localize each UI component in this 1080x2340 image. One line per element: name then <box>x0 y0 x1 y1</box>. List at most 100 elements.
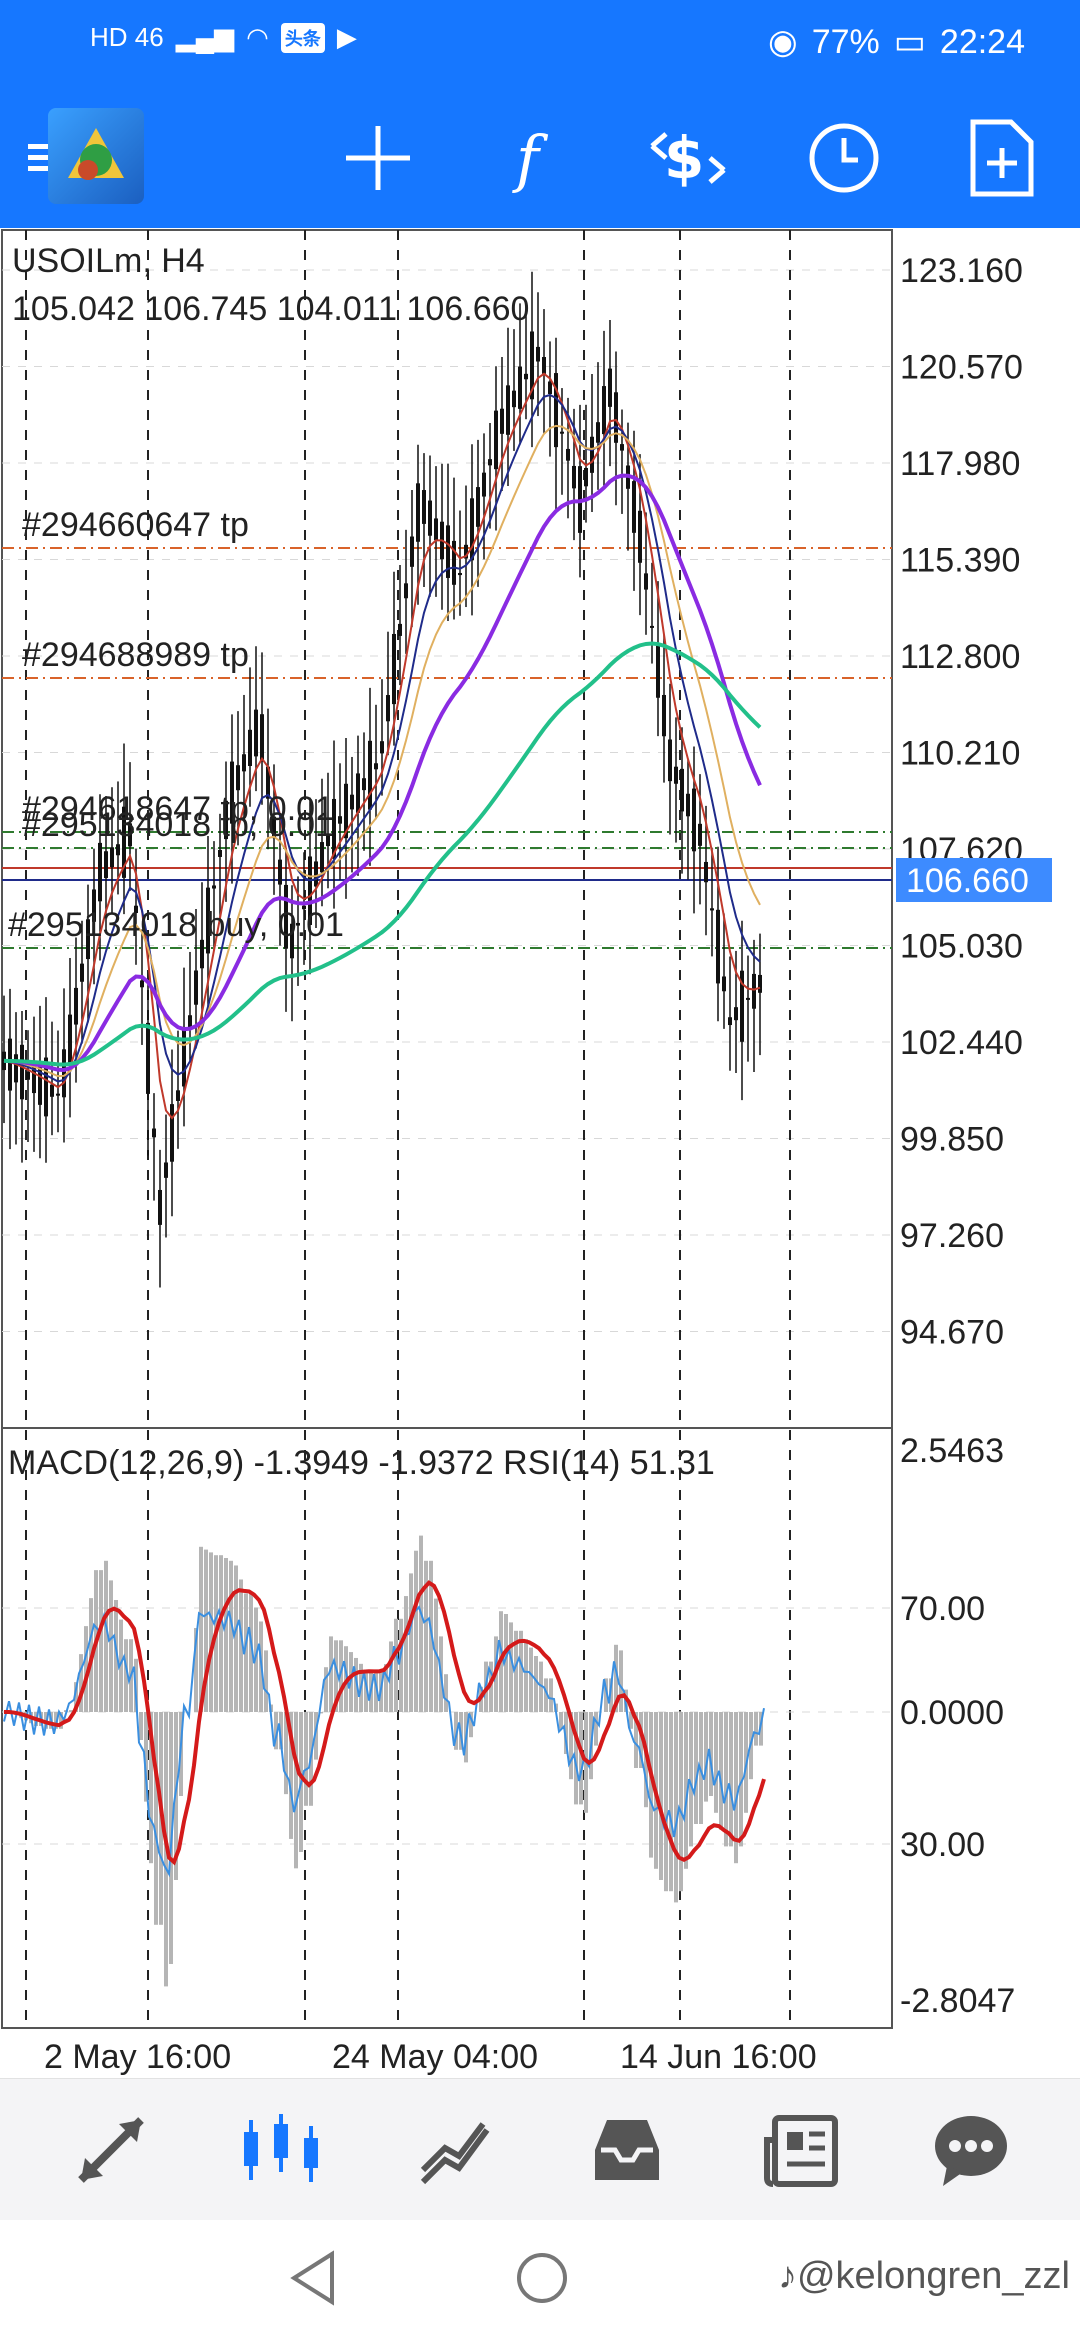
candle-body <box>242 754 246 772</box>
eye-icon: ◉ <box>768 23 798 61</box>
candle-body <box>584 468 588 487</box>
quotes-icon[interactable] <box>56 2105 166 2195</box>
candle-body <box>644 573 648 590</box>
macd-histogram-bar <box>519 1630 523 1712</box>
candle-body <box>326 834 330 847</box>
candle-body <box>308 856 312 925</box>
macd-histogram-bar <box>714 1712 718 1813</box>
price-tick-label: 123.160 <box>900 252 1023 290</box>
candle-body <box>590 436 594 473</box>
ma-50-line <box>3 473 762 1073</box>
candle-body <box>632 481 636 533</box>
macd-histogram-bar <box>444 1674 448 1712</box>
system-nav <box>0 2220 1080 2340</box>
current-price-box <box>896 858 1052 902</box>
candle-body <box>752 973 756 1009</box>
candle-body <box>68 1014 72 1065</box>
new-document-icon[interactable] <box>954 110 1050 206</box>
macd-histogram-bar <box>109 1580 113 1712</box>
macd-histogram-bar <box>669 1712 673 1892</box>
candle-body <box>428 500 432 536</box>
chart-icon[interactable] <box>226 2105 336 2195</box>
candle-body <box>98 842 102 902</box>
candle-body <box>704 861 708 883</box>
candle-body <box>452 540 456 585</box>
order-label: #294688989 tp <box>22 636 249 674</box>
candle-body <box>146 1022 150 1094</box>
crosshair-icon[interactable] <box>330 110 426 206</box>
candle-body <box>134 905 138 914</box>
history-icon[interactable] <box>572 2105 682 2195</box>
macd-histogram-bar <box>324 1667 328 1712</box>
candle-body <box>50 1084 54 1097</box>
home-icon[interactable] <box>514 2250 570 2311</box>
macd-histogram-bar <box>69 1710 73 1712</box>
clock-icon[interactable] <box>796 110 892 206</box>
function-icon[interactable]: f <box>484 110 580 206</box>
macd-histogram-bar <box>104 1560 108 1712</box>
indicator-tick-label: -2.8047 <box>900 1982 1015 2020</box>
signal-icon: ▂▄▆ <box>175 22 235 52</box>
macd-histogram-bar <box>399 1618 403 1712</box>
macd-histogram-bar <box>384 1664 388 1712</box>
chart-area[interactable]: 123.160 120.570 117.980 115.390 112.800 110.2… <box>0 228 1080 2078</box>
trade-dollar-icon[interactable]: $ <box>640 110 736 206</box>
macd-histogram-bar <box>574 1712 578 1805</box>
watermark: ♪@kelongren_zzl <box>777 2255 1070 2297</box>
order-label: #294618647 tp, 0.01 <box>22 790 334 828</box>
macd-histogram-bar <box>279 1712 283 1750</box>
candle-body <box>656 644 660 698</box>
candle-body <box>488 459 492 466</box>
macd-histogram-bar <box>194 1628 198 1712</box>
macd-histogram-bar <box>729 1712 733 1847</box>
app-logo[interactable] <box>48 108 144 204</box>
candle-body <box>410 536 414 567</box>
candle-body <box>284 884 288 949</box>
macd-histogram-bar <box>274 1712 278 1750</box>
candle-body <box>560 431 564 434</box>
macd-histogram-bar <box>339 1640 343 1712</box>
candle-body <box>92 889 96 922</box>
candle-body <box>650 625 654 628</box>
candle-body <box>332 798 336 859</box>
macd-histogram-bar <box>634 1712 638 1768</box>
candle-body <box>194 970 198 1005</box>
macd-histogram-bar <box>529 1647 533 1712</box>
trade-icon[interactable] <box>400 2105 510 2195</box>
macd-histogram-bar <box>414 1550 418 1712</box>
news-icon[interactable] <box>746 2105 856 2195</box>
macd-histogram-bar <box>719 1712 723 1830</box>
candle-body <box>614 392 618 443</box>
chat-icon[interactable] <box>916 2105 1026 2195</box>
macd-histogram-bar <box>664 1712 668 1892</box>
candle-body <box>248 729 252 767</box>
macd-histogram-bar <box>504 1614 508 1712</box>
price-tick-label: 120.570 <box>900 349 1023 387</box>
price-tick-label: 94.670 <box>900 1314 1004 1352</box>
macd-histogram-bar <box>739 1712 743 1847</box>
macd-histogram-bar <box>154 1712 158 1925</box>
candle-body <box>8 1038 12 1091</box>
candle-body <box>26 1071 30 1080</box>
network-status: HD 46 <box>90 22 164 52</box>
candle-body <box>464 544 468 559</box>
candle-body <box>20 1044 24 1100</box>
candle-body <box>338 816 342 824</box>
menu-icon[interactable] <box>0 110 96 206</box>
macd-histogram-bar <box>689 1712 693 1847</box>
date-label: 24 May 04:00 <box>332 2038 538 2076</box>
candle-body <box>470 498 474 561</box>
order-label: #295134018 tp, 0.01 <box>22 806 334 844</box>
candle-body <box>416 483 420 542</box>
macd-histogram-bar <box>314 1712 318 1760</box>
candle-body <box>116 844 120 856</box>
candle-body <box>380 741 384 754</box>
macd-histogram-bar <box>564 1712 568 1754</box>
candle-body <box>356 773 360 813</box>
macd-histogram-bar <box>74 1682 78 1712</box>
macd-histogram-bar <box>79 1654 83 1712</box>
macd-histogram-bar <box>639 1712 643 1768</box>
candle-body <box>362 778 366 791</box>
candle-body <box>44 1057 48 1117</box>
back-icon[interactable] <box>288 2250 338 2311</box>
